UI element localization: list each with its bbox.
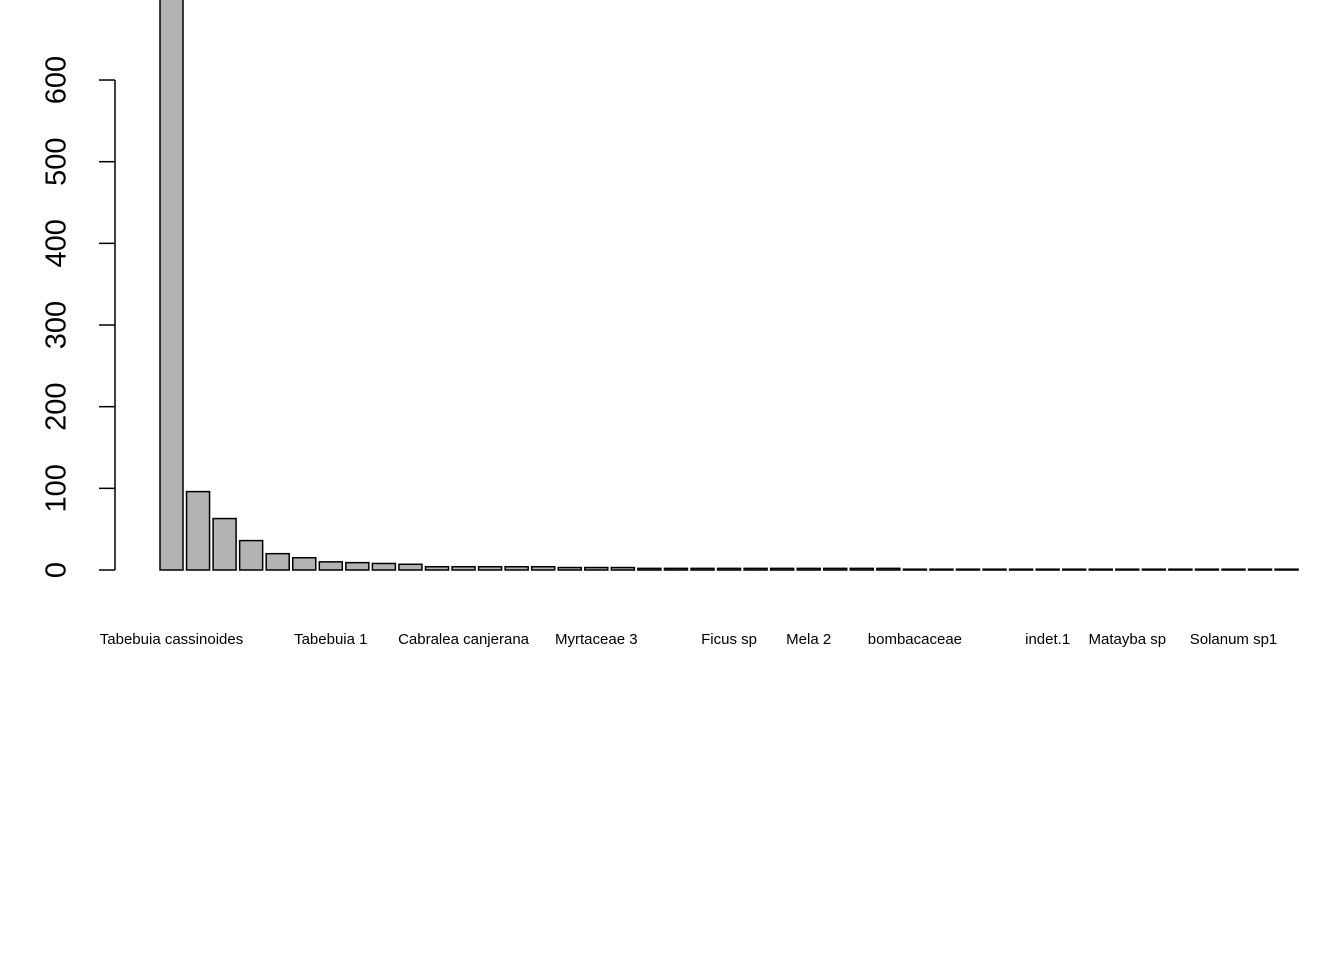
bar xyxy=(292,557,317,571)
y-tick-label: 400 xyxy=(41,219,73,267)
bar xyxy=(504,565,529,571)
y-tick-label: 300 xyxy=(41,301,73,349)
x-tick-label: indet.1 xyxy=(1025,631,1070,648)
bar xyxy=(716,567,742,571)
bar xyxy=(823,567,848,571)
y-tick-label: 0 xyxy=(41,562,73,578)
x-tick-label: Cabralea canjerana xyxy=(398,631,530,648)
bar xyxy=(1061,568,1087,571)
bar xyxy=(637,567,662,571)
y-tick-label: 600 xyxy=(41,56,73,104)
bar xyxy=(557,566,582,571)
bar xyxy=(1194,568,1220,571)
bar xyxy=(849,567,875,571)
x-tick-label: Matayba sp xyxy=(1089,631,1167,648)
bar xyxy=(876,567,901,571)
bar xyxy=(1274,568,1299,571)
bar xyxy=(1115,568,1140,571)
bar xyxy=(159,0,184,571)
bar xyxy=(584,566,609,571)
y-tick-label: 200 xyxy=(41,382,73,430)
x-tick-label: Myrtaceae 3 xyxy=(555,631,638,648)
bar xyxy=(929,568,954,571)
bar xyxy=(318,561,344,571)
x-tick-label: Mela 2 xyxy=(786,631,831,648)
plot-area: 0 100 200 300 400 500 600 Tabebuia cassinoides T… xyxy=(41,0,1299,648)
bar xyxy=(424,565,450,571)
bar xyxy=(477,565,503,571)
bar xyxy=(1141,568,1167,571)
bar xyxy=(902,568,928,571)
x-tick-label: Ficus sp xyxy=(701,631,757,648)
bar xyxy=(982,568,1007,571)
bar xyxy=(663,567,689,571)
bar xyxy=(398,563,423,571)
bar xyxy=(238,539,264,571)
x-tick-label: Tabebuia 1 xyxy=(294,631,367,648)
bar xyxy=(530,565,556,571)
bar xyxy=(1168,568,1193,571)
y-tick-label: 100 xyxy=(41,464,73,512)
bar xyxy=(769,567,795,571)
bar xyxy=(1221,568,1246,571)
bar xyxy=(265,552,290,571)
bar xyxy=(1247,568,1273,571)
bar xyxy=(451,565,476,571)
bar xyxy=(955,568,981,571)
bar xyxy=(185,490,211,571)
x-tick-label: bombacaceae xyxy=(868,631,962,648)
x-tick-label: Solanum sp1 xyxy=(1190,631,1278,648)
x-tick-label: Tabebuia cassinoides xyxy=(100,631,243,648)
bar xyxy=(610,566,636,571)
bar xyxy=(1008,568,1034,571)
bar xyxy=(1088,568,1113,571)
bar xyxy=(1035,568,1060,571)
bar xyxy=(212,517,237,571)
y-tick-label: 500 xyxy=(41,137,73,185)
bar xyxy=(796,567,821,571)
bar xyxy=(345,561,370,571)
bar xyxy=(690,567,715,571)
bar xyxy=(371,562,397,571)
bar xyxy=(743,567,768,571)
